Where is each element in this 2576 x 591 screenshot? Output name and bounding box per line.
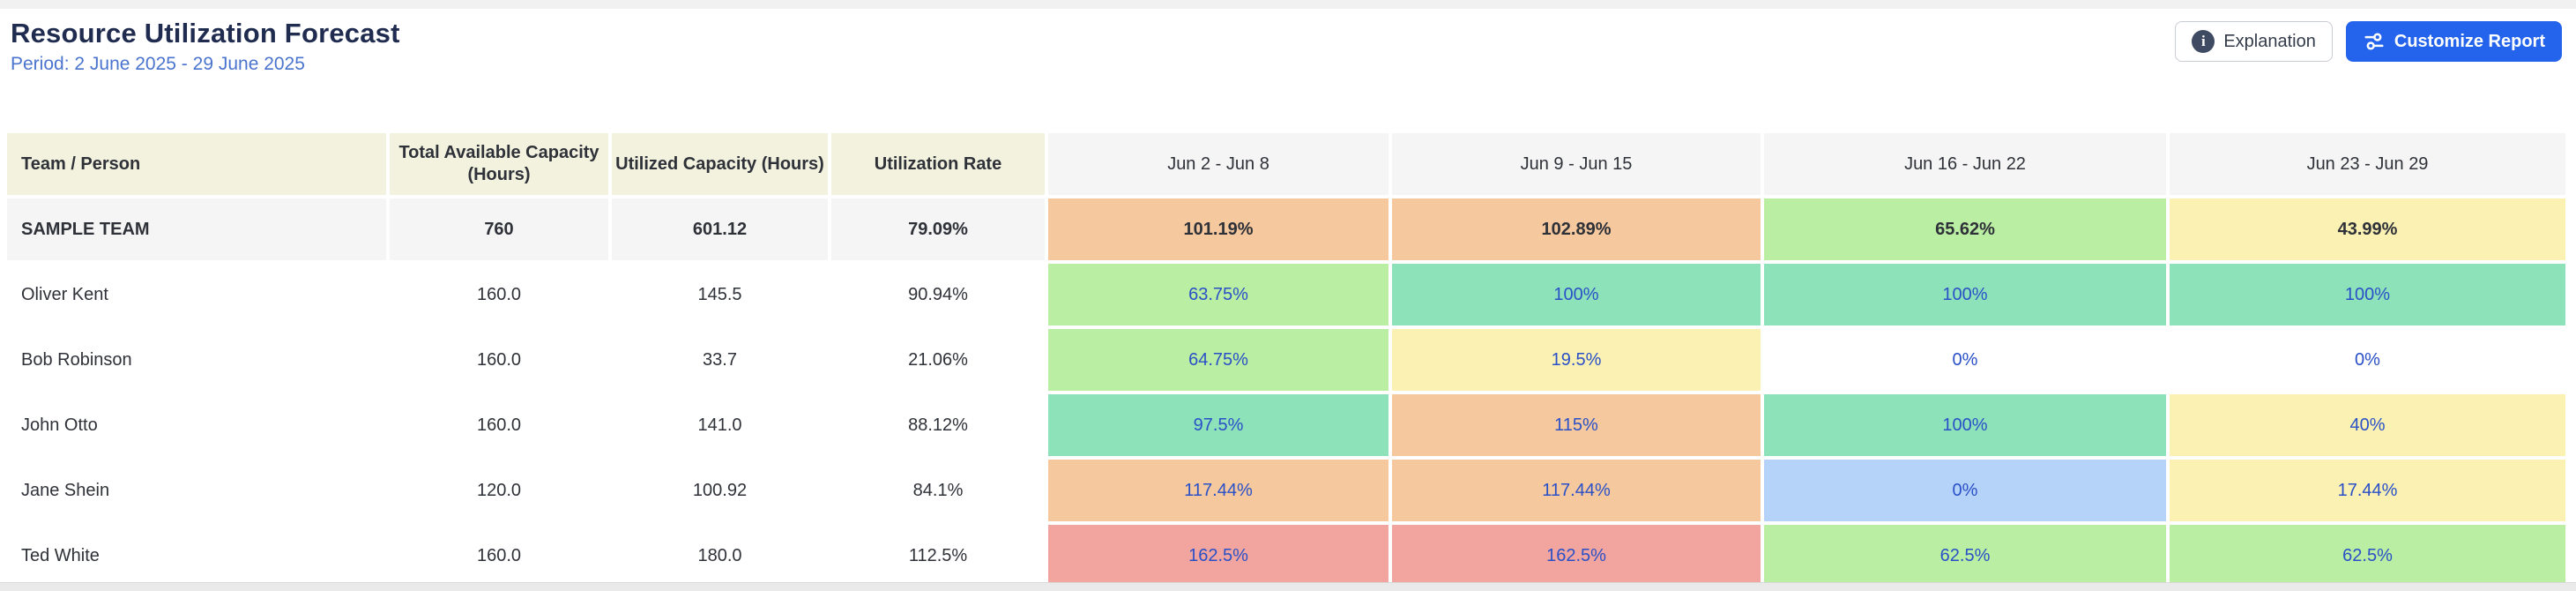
table-body: SAMPLE TEAM 760 601.12 79.09% 101.19% 102.89%… [7,198,2565,587]
week-utilization-cell[interactable]: 115% [1392,394,1761,456]
utilized-cell: 145.5 [612,264,828,325]
utilization-table: Team / Person Total Available Capacity (… [4,130,2569,590]
week-utilization-cell[interactable]: 62.5% [1764,525,2166,587]
title-block: Resource Utilization Forecast Period: 2 … [11,18,400,75]
total-available-cell: 160.0 [390,264,608,325]
page-title: Resource Utilization Forecast [11,18,400,49]
customize-report-button-label: Customize Report [2394,31,2545,51]
column-header-week-2: Jun 9 - Jun 15 [1392,133,1761,195]
utilized-cell: 141.0 [612,394,828,456]
week-utilization-cell[interactable]: 100% [1764,394,2166,456]
top-edge [0,0,2576,9]
week-utilization-cell[interactable]: 102.89% [1392,198,1761,260]
utilization-rate-cell: 79.09% [831,198,1045,260]
column-header-week-4: Jun 23 - Jun 29 [2170,133,2565,195]
total-available-cell: 160.0 [390,394,608,456]
team-person-cell: SAMPLE TEAM [7,198,386,260]
column-header-week-1: Jun 2 - Jun 8 [1048,133,1389,195]
team-person-cell: Bob Robinson [7,329,386,391]
explanation-button-label: Explanation [2223,31,2316,51]
sliders-icon [2363,30,2386,53]
week-utilization-cell[interactable]: 62.5% [2170,525,2565,587]
week-utilization-cell[interactable]: 0% [2170,329,2565,391]
utilization-rate-cell: 90.94% [831,264,1045,325]
column-header-utilized: Utilized Capacity (Hours) [612,133,828,195]
utilization-table-wrap: Team / Person Total Available Capacity (… [0,130,2576,590]
explanation-button[interactable]: i Explanation [2175,21,2333,62]
table-header-row: Team / Person Total Available Capacity (… [7,133,2565,195]
person-row: Oliver Kent 160.0 145.5 90.94% 63.75% 100% 100… [7,264,2565,325]
person-row: John Otto 160.0 141.0 88.12% 97.5% 115% 100% 40… [7,394,2565,456]
customize-report-button[interactable]: Customize Report [2345,21,2562,62]
column-header-utilization-rate: Utilization Rate [831,133,1045,195]
team-person-cell: John Otto [7,394,386,456]
week-utilization-cell[interactable]: 19.5% [1392,329,1761,391]
utilized-cell: 33.7 [612,329,828,391]
total-available-cell: 160.0 [390,525,608,587]
utilization-rate-cell: 112.5% [831,525,1045,587]
week-utilization-cell[interactable]: 65.62% [1764,198,2166,260]
week-utilization-cell[interactable]: 117.44% [1392,460,1761,521]
week-utilization-cell[interactable]: 0% [1764,460,2166,521]
total-available-cell: 160.0 [390,329,608,391]
week-utilization-cell[interactable]: 97.5% [1048,394,1389,456]
week-utilization-cell[interactable]: 63.75% [1048,264,1389,325]
total-available-cell: 120.0 [390,460,608,521]
week-utilization-cell[interactable]: 43.99% [2170,198,2565,260]
utilization-rate-cell: 84.1% [831,460,1045,521]
week-utilization-cell[interactable]: 100% [1392,264,1761,325]
utilized-cell: 100.92 [612,460,828,521]
week-utilization-cell[interactable]: 100% [2170,264,2565,325]
week-utilization-cell[interactable]: 40% [2170,394,2565,456]
page-header: Resource Utilization Forecast Period: 2 … [0,9,2576,75]
person-row: Jane Shein 120.0 100.92 84.1% 117.44% 117.44%… [7,460,2565,521]
team-person-cell: Oliver Kent [7,264,386,325]
utilized-cell: 601.12 [612,198,828,260]
week-utilization-cell[interactable]: 117.44% [1048,460,1389,521]
horizontal-scrollbar[interactable] [0,582,2576,591]
week-utilization-cell[interactable]: 0% [1764,329,2166,391]
utilization-rate-cell: 21.06% [831,329,1045,391]
week-utilization-cell[interactable]: 17.44% [2170,460,2565,521]
week-utilization-cell[interactable]: 162.5% [1392,525,1761,587]
team-row: SAMPLE TEAM 760 601.12 79.09% 101.19% 102.89%… [7,198,2565,260]
week-utilization-cell[interactable]: 101.19% [1048,198,1389,260]
week-utilization-cell[interactable]: 64.75% [1048,329,1389,391]
period-label: Period: 2 June 2025 - 29 June 2025 [11,54,305,74]
utilization-rate-cell: 88.12% [831,394,1045,456]
column-header-total-available: Total Available Capacity (Hours) [390,133,608,195]
week-utilization-cell[interactable]: 162.5% [1048,525,1389,587]
total-available-cell: 760 [390,198,608,260]
team-person-cell: Jane Shein [7,460,386,521]
person-row: Ted White 160.0 180.0 112.5% 162.5% 162.5% 62.… [7,525,2565,587]
column-header-team-person: Team / Person [7,133,386,195]
person-row: Bob Robinson 160.0 33.7 21.06% 64.75% 19.5% 0%… [7,329,2565,391]
team-person-cell: Ted White [7,525,386,587]
toolbar: i Explanation Customize Report [2175,21,2562,62]
utilized-cell: 180.0 [612,525,828,587]
week-utilization-cell[interactable]: 100% [1764,264,2166,325]
column-header-week-3: Jun 16 - Jun 22 [1764,133,2166,195]
info-icon: i [2192,30,2215,53]
